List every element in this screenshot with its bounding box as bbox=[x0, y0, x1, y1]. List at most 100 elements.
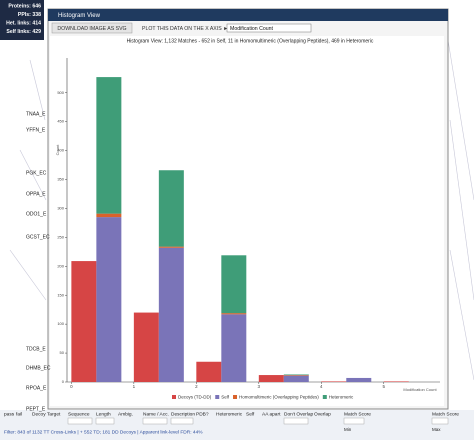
toolbar-input[interactable] bbox=[67, 417, 93, 425]
legend-swatch bbox=[233, 395, 238, 399]
toolbar-label[interactable]: Target bbox=[47, 411, 61, 417]
bar bbox=[196, 361, 222, 382]
bar bbox=[133, 312, 159, 382]
bar bbox=[258, 375, 284, 382]
download-button-label[interactable]: DOWNLOAD IMAGE AS SVG bbox=[57, 26, 126, 32]
x-tick-label: 2 bbox=[195, 384, 198, 389]
x-tick-label: 5 bbox=[383, 384, 386, 389]
axis-select-value[interactable]: Modification Count bbox=[230, 26, 274, 32]
y-tick-label: 250 bbox=[57, 234, 64, 239]
bar bbox=[71, 261, 97, 382]
y-tick-label: 0 bbox=[62, 379, 65, 384]
stat: Het. links: 414 bbox=[6, 20, 41, 26]
x-tick-label: 0 bbox=[70, 384, 73, 389]
toolbar-label[interactable]: Self bbox=[246, 411, 255, 417]
protein-label: TNAA_E bbox=[26, 111, 46, 117]
y-tick-label: 50 bbox=[60, 350, 65, 355]
stat: Proteins: 646 bbox=[8, 3, 41, 9]
y-tick-label: 400 bbox=[57, 148, 64, 153]
toolbar-input[interactable] bbox=[283, 417, 309, 425]
toolbar-label[interactable]: Match Score bbox=[432, 411, 459, 417]
toolbar-input[interactable] bbox=[343, 417, 365, 425]
y-tick-label: 450 bbox=[57, 119, 64, 124]
bar bbox=[96, 213, 122, 218]
toolbar-label[interactable]: Overlap bbox=[314, 411, 331, 417]
protein-label: ODO1_E bbox=[26, 211, 47, 217]
toolbar-input[interactable] bbox=[431, 417, 449, 425]
y-tick-label: 100 bbox=[57, 321, 64, 326]
bar bbox=[96, 77, 122, 214]
bar bbox=[283, 375, 309, 382]
download-button[interactable] bbox=[51, 22, 133, 34]
y-axis-label: Count bbox=[55, 144, 60, 156]
protein-label: YFFN_E bbox=[26, 127, 46, 133]
protein-label: TDCB_E bbox=[26, 346, 46, 352]
bar bbox=[283, 374, 309, 376]
toolbar-control[interactable]: Max bbox=[432, 427, 441, 432]
protein-label: DHMB_EC bbox=[26, 365, 51, 371]
bar bbox=[158, 170, 184, 247]
toolbar-input[interactable] bbox=[170, 417, 194, 425]
bar bbox=[221, 255, 247, 314]
x-tick-label: 1 bbox=[133, 384, 136, 389]
bar bbox=[283, 375, 309, 376]
legend-label: Homomultimeric (Overlapping Peptides) bbox=[239, 395, 319, 400]
window-titlebar bbox=[48, 9, 448, 21]
stat: PPIs: 338 bbox=[18, 12, 41, 18]
stats-panel bbox=[0, 0, 44, 40]
toolbar-label[interactable]: Sequence bbox=[68, 411, 90, 417]
toolbar-label[interactable]: Heteromeric bbox=[216, 411, 243, 417]
stat: Self links: 429 bbox=[6, 29, 41, 35]
bar bbox=[221, 314, 247, 382]
protein-label: RPOA_E bbox=[26, 385, 47, 391]
bar bbox=[158, 246, 184, 248]
y-tick-label: 200 bbox=[57, 263, 64, 268]
toolbar-label[interactable]: fail bbox=[16, 411, 22, 417]
toolbar-label[interactable]: Ambig. bbox=[118, 411, 133, 417]
x-tick-label: 4 bbox=[320, 384, 323, 389]
legend-label: Decoys (TD-DD) bbox=[178, 395, 212, 400]
toolbar-label[interactable]: AA apart bbox=[262, 411, 281, 417]
toolbar-control[interactable]: Min bbox=[344, 427, 352, 432]
toolbar-label[interactable]: PDB? bbox=[196, 411, 209, 417]
toolbar-label[interactable]: Don't Overlap bbox=[284, 411, 314, 417]
toolbar-label[interactable]: Match Score bbox=[344, 411, 371, 417]
y-tick-label: 350 bbox=[57, 177, 64, 182]
bar bbox=[321, 381, 347, 382]
toolbar-input[interactable] bbox=[142, 417, 168, 425]
window-title: Histogram View bbox=[58, 13, 101, 19]
x-axis-label: Modification Count bbox=[403, 387, 437, 392]
toolbar-label[interactable]: Decoy bbox=[32, 411, 46, 417]
protein-label: PEPT_E bbox=[26, 406, 46, 412]
toolbar-label[interactable]: Description bbox=[171, 411, 195, 417]
y-tick-label: 500 bbox=[57, 90, 64, 95]
protein-label: PGK_EC bbox=[26, 170, 47, 176]
axis-select[interactable] bbox=[226, 23, 312, 33]
legend-swatch bbox=[322, 395, 327, 399]
protein-label: OPPA_E bbox=[26, 191, 46, 197]
toolbar-input[interactable] bbox=[95, 417, 115, 425]
filter-status: Filter: 843 of 1132 TT Cross-Links | + 5… bbox=[4, 429, 203, 435]
legend-swatch bbox=[215, 395, 220, 399]
bar bbox=[158, 247, 184, 382]
toolbar-label[interactable]: Length bbox=[96, 411, 111, 417]
network-edges bbox=[9, 39, 474, 381]
chart-title: Histogram View: 1,132 Matches - 652 in S… bbox=[127, 38, 374, 44]
bar bbox=[96, 217, 122, 382]
bar bbox=[383, 381, 409, 382]
legend-label: Heteromeric bbox=[329, 395, 354, 400]
x-tick-label: 3 bbox=[258, 384, 261, 389]
toolbar-label[interactable]: Name / Acc. bbox=[143, 411, 169, 417]
y-tick-label: 300 bbox=[57, 205, 64, 210]
y-tick-label: 150 bbox=[57, 292, 64, 297]
bar bbox=[346, 377, 372, 382]
bar bbox=[221, 313, 247, 315]
toolbar-label[interactable]: pass bbox=[4, 412, 15, 417]
protein-label: GCST_EC bbox=[26, 234, 50, 240]
plot-button-label[interactable]: PLOT THIS DATA ON THE X AXIS ► bbox=[142, 26, 228, 32]
legend-label: Self bbox=[221, 395, 230, 400]
legend-swatch bbox=[172, 395, 176, 399]
toolbar bbox=[0, 410, 474, 440]
